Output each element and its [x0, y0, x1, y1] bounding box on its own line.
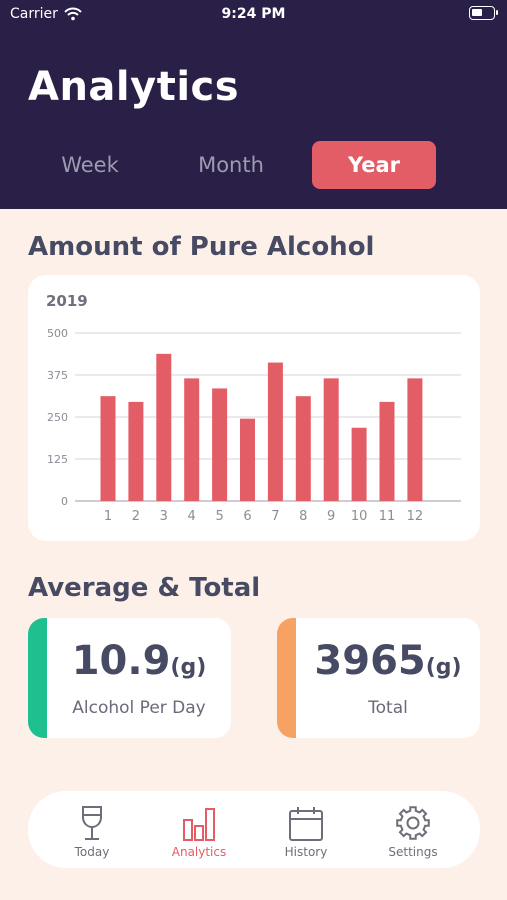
- tab-year[interactable]: Year: [312, 141, 436, 189]
- y-tick-label: 500: [47, 327, 68, 340]
- x-tick-label: 10: [351, 509, 368, 524]
- stat-accent: [277, 618, 296, 738]
- bar: [184, 378, 200, 501]
- average-section-title: Average & Total: [28, 573, 261, 603]
- carrier-label: Carrier: [10, 6, 58, 22]
- stat-label: Alcohol Per Day: [72, 698, 206, 718]
- bar: [295, 396, 311, 501]
- bar: [351, 427, 367, 501]
- bar: [267, 362, 283, 501]
- x-tick-label: 6: [243, 509, 251, 524]
- chart-title: 2019: [46, 292, 88, 310]
- bar: [128, 401, 144, 501]
- tab-week[interactable]: Week: [61, 153, 119, 177]
- tabbar-history[interactable]: History: [261, 791, 351, 868]
- status-time: 9:24 PM: [221, 6, 286, 22]
- wine-glass-icon: [82, 806, 102, 840]
- tab-bar: Today Analytics History Settings: [28, 791, 480, 868]
- stat-accent: [28, 618, 47, 738]
- tabbar-settings[interactable]: Settings: [368, 791, 458, 868]
- bar: [100, 396, 116, 501]
- calendar-icon: [289, 807, 323, 841]
- page-title: Analytics: [28, 64, 240, 110]
- tabbar-label: Analytics: [171, 845, 227, 859]
- header: Carrier 9:24 PM Analytics Week Month Yea…: [0, 0, 507, 209]
- y-tick-label: 250: [47, 411, 68, 424]
- stat-value: 3965(g): [314, 638, 462, 684]
- y-tick-label: 375: [47, 369, 68, 382]
- x-tick-label: 1: [104, 509, 112, 524]
- tabbar-today[interactable]: Today: [47, 791, 137, 868]
- x-tick-label: 7: [271, 509, 279, 524]
- x-tick-label: 4: [188, 509, 196, 524]
- x-tick-label: 11: [379, 509, 396, 524]
- bar: [156, 353, 172, 501]
- x-tick-label: 8: [299, 509, 307, 524]
- x-tick-label: 9: [327, 509, 335, 524]
- tabbar-label: Settings: [388, 845, 438, 859]
- wifi-icon: [64, 7, 82, 21]
- tabbar-label: Today: [74, 845, 110, 859]
- stat-value: 10.9(g): [71, 638, 207, 684]
- battery-icon: [469, 6, 498, 20]
- bar: [240, 418, 255, 501]
- x-tick-label: 3: [160, 509, 168, 524]
- stat-label: Total: [368, 698, 408, 718]
- gear-icon: [396, 806, 430, 840]
- tabbar-analytics[interactable]: Analytics: [154, 791, 244, 868]
- bar: [379, 401, 395, 501]
- bar: [323, 378, 339, 501]
- bar: [212, 388, 228, 501]
- y-tick-label: 0: [61, 495, 68, 508]
- x-tick-label: 5: [215, 509, 223, 524]
- x-tick-label: 12: [407, 509, 424, 524]
- y-tick-label: 125: [47, 453, 68, 466]
- alcohol-section-title: Amount of Pure Alcohol: [28, 232, 375, 262]
- tabbar-label: History: [284, 845, 328, 859]
- carrier: Carrier: [10, 6, 82, 22]
- bar-chart-icon: [183, 808, 215, 841]
- status-bar: Carrier 9:24 PM: [0, 0, 507, 28]
- alcohol-per-day-card: 10.9(g) Alcohol Per Day: [28, 618, 231, 738]
- x-tick-label: 2: [132, 509, 140, 524]
- bar: [407, 378, 423, 501]
- total-card: 3965(g) Total: [277, 618, 480, 738]
- tab-month[interactable]: Month: [198, 153, 264, 177]
- chart-card: 2019 0 125 250 375 500 1 2 3 4 5 6 7 8 9 10 11 12: [28, 275, 480, 541]
